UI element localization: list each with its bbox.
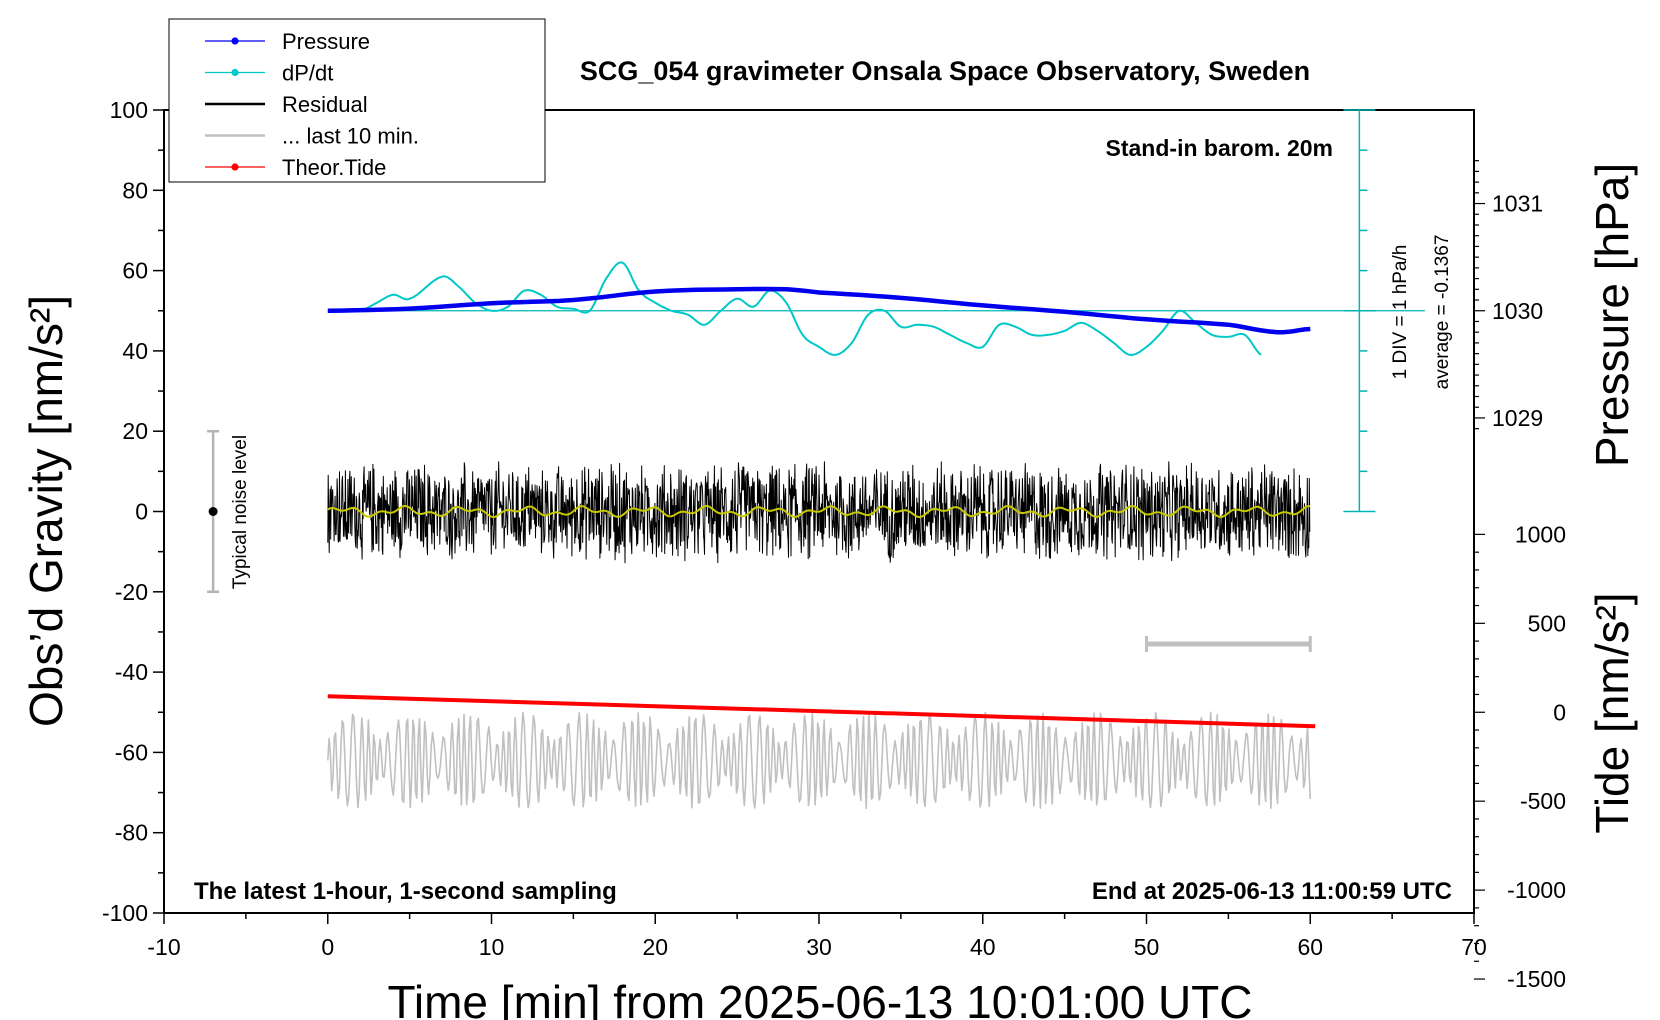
x-tick-label: 70	[1461, 934, 1487, 960]
stand-in-label: Stand-in barom. 20m	[1106, 135, 1333, 161]
pressure-tick-label: 1030	[1492, 298, 1543, 324]
y-tick-label: 40	[122, 338, 148, 364]
axis-ticks: -10 0 10 20 30 40 50 60 70-100-80-60-40-20020406…	[102, 97, 1566, 992]
legend-marker	[231, 68, 239, 77]
tide-tick-label: 1000	[1515, 521, 1566, 547]
x-tick-label: 20	[642, 934, 668, 960]
tide-tick-label: -1000	[1507, 877, 1566, 903]
noise-center-dot	[208, 507, 218, 516]
y-axis-title-tide: Tide [nm/s²]	[1586, 592, 1638, 833]
x-tick-label: 0	[321, 934, 334, 960]
y-tick-label: 100	[110, 97, 148, 123]
div-label: 1 DIV = 1 hPa/h	[1390, 245, 1411, 380]
y-axis-title-pressure: Pressure [hPa]	[1586, 163, 1638, 467]
chart-title: SCG_054 gravimeter Onsala Space Observat…	[580, 56, 1310, 86]
tide-tick-label: -500	[1520, 788, 1566, 814]
x-tick-label: 30	[806, 934, 832, 960]
y-tick-label: 0	[135, 499, 148, 525]
average-label: average = -0.1367	[1432, 235, 1453, 390]
legend-label: ... last 10 min.	[282, 124, 419, 149]
y-tick-label: -20	[115, 579, 148, 605]
legend: Pressure dP/dt Residual ... last 10 min. The…	[168, 18, 546, 183]
tide-tick-label: 500	[1528, 610, 1566, 636]
residual-line	[327, 461, 1311, 564]
legend-label: Residual	[282, 92, 368, 117]
noise-level-label: Typical noise level	[230, 435, 251, 589]
y-tick-label: -80	[115, 820, 148, 846]
smoothed-residual-line	[327, 504, 1311, 519]
x-axis-title: Time [min] from 2025-06-13 10:01:00 UTC	[388, 976, 1253, 1020]
x-tick-label: 40	[970, 934, 996, 960]
x-tick-label: 60	[1297, 934, 1323, 960]
y-tick-label: -100	[102, 900, 148, 926]
legend-label: Theor.Tide	[282, 155, 386, 180]
bottom-right-label: End at 2025-06-13 11:00:59 UTC	[1092, 878, 1452, 905]
y-tick-label: 20	[122, 418, 148, 444]
x-tick-label: 50	[1134, 934, 1160, 960]
y-tick-label: 60	[122, 258, 148, 284]
pressure-line	[327, 286, 1311, 335]
legend-marker	[231, 37, 239, 45]
y-tick-label: -40	[115, 659, 148, 685]
legend-box	[168, 18, 546, 183]
last10-line	[327, 711, 1311, 810]
y-tick-label: -60	[115, 739, 148, 765]
markers-layer	[207, 429, 1312, 652]
dpdt-line	[327, 261, 1262, 356]
legend-label: dP/dt	[282, 61, 333, 86]
y-tick-label: 80	[122, 177, 148, 203]
y-axis-title-left: Obs’d Gravity [nm/s²]	[20, 295, 72, 727]
legend-label: Pressure	[282, 29, 370, 54]
bottom-left-label: The latest 1-hour, 1-second sampling	[194, 878, 617, 905]
legend-marker	[231, 163, 239, 171]
x-tick-label: -10	[147, 934, 180, 960]
tide-line	[327, 694, 1316, 729]
pressure-tick-label: 1029	[1492, 405, 1543, 431]
x-tick-label: 10	[479, 934, 505, 960]
tide-tick-label: -1500	[1507, 966, 1566, 992]
series-layer	[327, 261, 1316, 810]
legend-entries: Pressure dP/dt Residual ... last 10 min. The…	[205, 29, 419, 180]
tide-tick-label: 0	[1553, 699, 1566, 725]
pressure-tick-label: 1031	[1492, 191, 1543, 217]
